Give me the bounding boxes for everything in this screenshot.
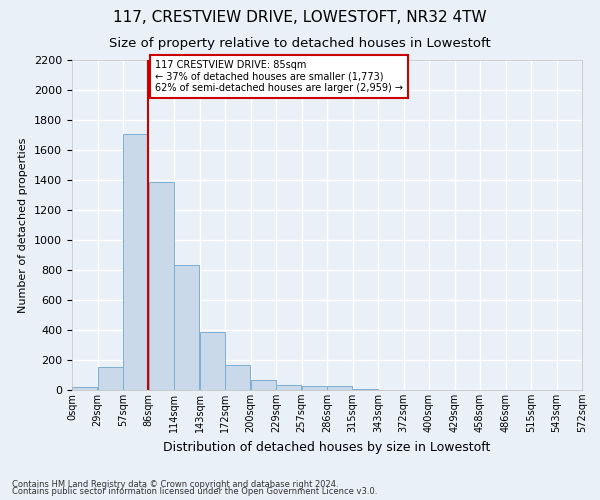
Bar <box>98 367 123 390</box>
Bar <box>149 182 174 390</box>
Text: Size of property relative to detached houses in Lowestoft: Size of property relative to detached ho… <box>109 38 491 51</box>
Text: Contains public sector information licensed under the Open Government Licence v3: Contains public sector information licen… <box>12 488 377 496</box>
Bar <box>327 386 352 390</box>
Bar <box>276 385 301 390</box>
Text: 117, CRESTVIEW DRIVE, LOWESTOFT, NR32 4TW: 117, CRESTVIEW DRIVE, LOWESTOFT, NR32 4T… <box>113 10 487 25</box>
Bar <box>200 332 225 390</box>
Bar <box>353 388 378 390</box>
Bar <box>123 134 148 390</box>
Text: 117 CRESTVIEW DRIVE: 85sqm
← 37% of detached houses are smaller (1,773)
62% of s: 117 CRESTVIEW DRIVE: 85sqm ← 37% of deta… <box>155 60 403 93</box>
Bar <box>174 265 199 390</box>
Bar <box>72 387 97 390</box>
X-axis label: Distribution of detached houses by size in Lowestoft: Distribution of detached houses by size … <box>163 440 491 454</box>
Bar <box>251 380 276 390</box>
Text: Contains HM Land Registry data © Crown copyright and database right 2024.: Contains HM Land Registry data © Crown c… <box>12 480 338 489</box>
Bar <box>225 365 250 390</box>
Y-axis label: Number of detached properties: Number of detached properties <box>19 138 28 312</box>
Bar <box>302 386 327 390</box>
